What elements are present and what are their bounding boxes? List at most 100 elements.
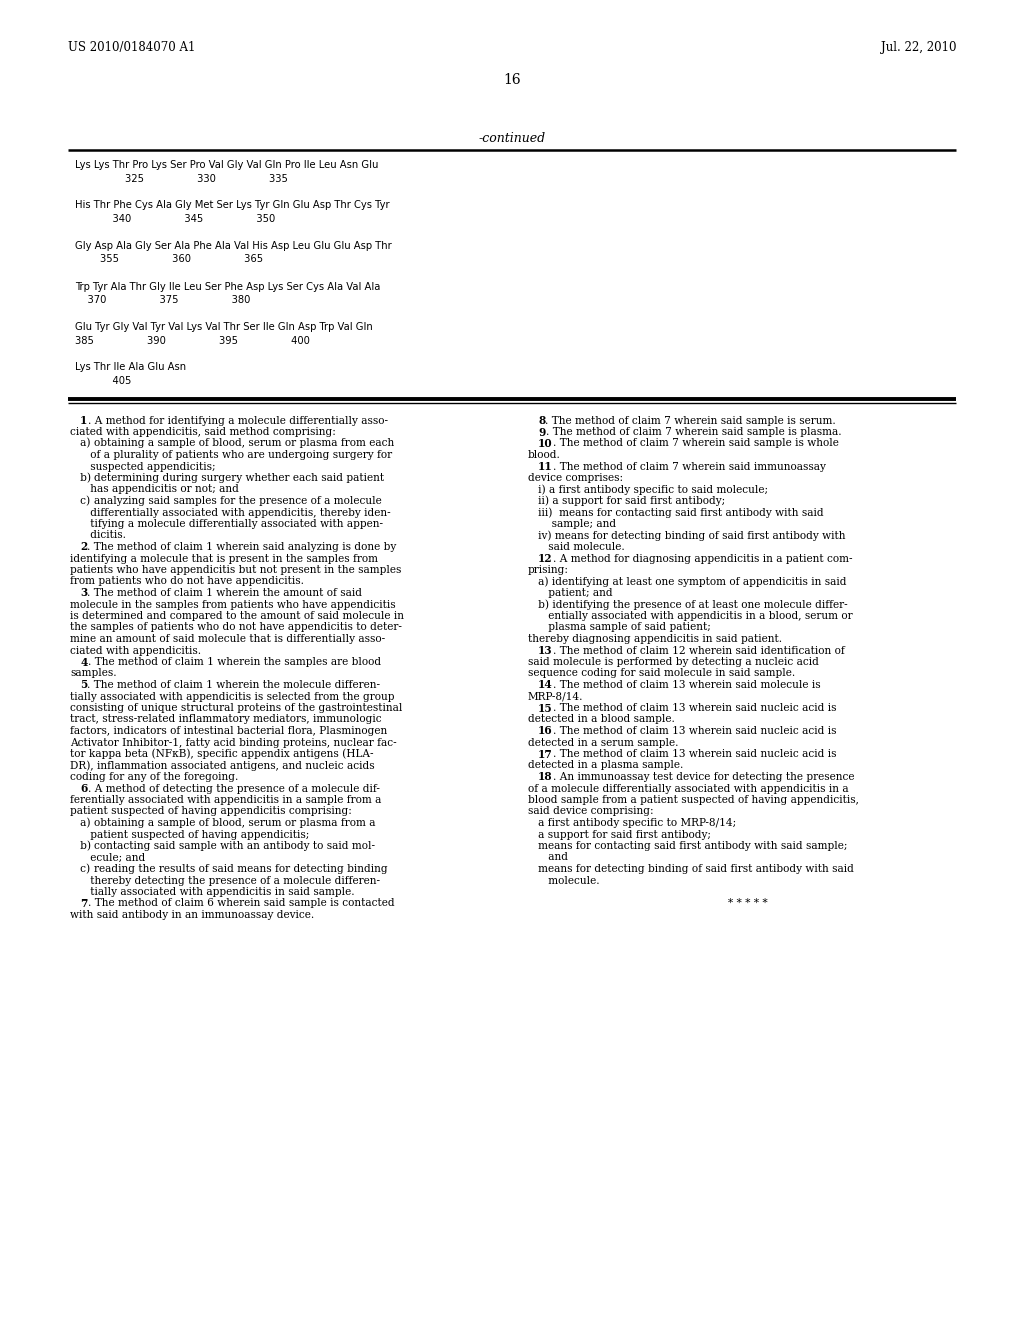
Text: obtaining a sample of blood, serum or plasma from each: obtaining a sample of blood, serum or pl… xyxy=(94,438,394,449)
Text: 5: 5 xyxy=(80,680,87,690)
Text: . A method of detecting the presence of a molecule dif-: . A method of detecting the presence of … xyxy=(87,784,379,793)
Text: 325                 330                 335: 325 330 335 xyxy=(75,173,288,183)
Text: . A method for diagnosing appendicitis in a patient com-: . A method for diagnosing appendicitis i… xyxy=(553,553,852,564)
Text: thereby diagnosing appendicitis in said patient.: thereby diagnosing appendicitis in said … xyxy=(528,634,782,644)
Text: means for detecting binding of said first antibody with said: means for detecting binding of said firs… xyxy=(528,865,854,874)
Text: mine an amount of said molecule that is differentially asso-: mine an amount of said molecule that is … xyxy=(70,634,385,644)
Text: from patients who do not have appendicitis.: from patients who do not have appendicit… xyxy=(70,577,304,586)
Text: -continued: -continued xyxy=(478,132,546,144)
Text: Lys Thr Ile Ala Glu Asn: Lys Thr Ile Ala Glu Asn xyxy=(75,363,186,372)
Text: tially associated with appendicitis is selected from the group: tially associated with appendicitis is s… xyxy=(70,692,394,701)
Text: a): a) xyxy=(70,438,94,449)
Text: 355                 360                 365: 355 360 365 xyxy=(75,255,263,264)
Text: device comprises:: device comprises: xyxy=(528,473,624,483)
Text: blood sample from a patient suspected of having appendicitis,: blood sample from a patient suspected of… xyxy=(528,795,859,805)
Text: detected in a serum sample.: detected in a serum sample. xyxy=(528,738,679,747)
Text: . The method of claim 1 wherein the amount of said: . The method of claim 1 wherein the amou… xyxy=(87,587,362,598)
Text: detected in a plasma sample.: detected in a plasma sample. xyxy=(528,760,683,771)
Text: is determined and compared to the amount of said molecule in: is determined and compared to the amount… xyxy=(70,611,404,620)
Text: . The method of claim 1 wherein the samples are blood: . The method of claim 1 wherein the samp… xyxy=(87,657,381,667)
Text: 4: 4 xyxy=(80,656,87,668)
Text: . The method of claim 1 wherein said analyzing is done by: . The method of claim 1 wherein said ana… xyxy=(87,543,396,552)
Text: sequence coding for said molecule in said sample.: sequence coding for said molecule in sai… xyxy=(528,668,796,678)
Text: determining during surgery whether each said patient: determining during surgery whether each … xyxy=(94,473,384,483)
Text: . The method of claim 7 wherein said sample is plasma.: . The method of claim 7 wherein said sam… xyxy=(546,426,841,437)
Text: a first antibody specific to MRP-8/14;: a first antibody specific to MRP-8/14; xyxy=(528,818,736,828)
Text: tially associated with appendicitis in said sample.: tially associated with appendicitis in s… xyxy=(70,887,354,898)
Text: 1: 1 xyxy=(80,414,87,426)
Text: patients who have appendicitis but not present in the samples: patients who have appendicitis but not p… xyxy=(70,565,401,576)
Text: tifying a molecule differentially associated with appen-: tifying a molecule differentially associ… xyxy=(70,519,383,529)
Text: said device comprising:: said device comprising: xyxy=(528,807,653,817)
Text: 370                 375                 380: 370 375 380 xyxy=(75,294,251,305)
Text: identifying a molecule that is present in the samples from: identifying a molecule that is present i… xyxy=(70,553,378,564)
Text: 16: 16 xyxy=(539,726,553,737)
Text: a): a) xyxy=(70,818,94,828)
Text: detected in a blood sample.: detected in a blood sample. xyxy=(528,714,675,725)
Text: obtaining a sample of blood, serum or plasma from a: obtaining a sample of blood, serum or pl… xyxy=(94,818,376,828)
Text: 10: 10 xyxy=(539,438,553,449)
Text: . A method for identifying a molecule differentially asso-: . A method for identifying a molecule di… xyxy=(87,416,387,425)
Text: thereby detecting the presence of a molecule differen-: thereby detecting the presence of a mole… xyxy=(70,875,380,886)
Text: ferentially associated with appendicitis in a sample from a: ferentially associated with appendicitis… xyxy=(70,795,381,805)
Text: b): b) xyxy=(70,841,94,851)
Text: 17: 17 xyxy=(539,748,553,759)
Text: . The method of claim 6 wherein said sample is contacted: . The method of claim 6 wherein said sam… xyxy=(87,899,394,908)
Text: iii)  means for contacting said first antibody with said: iii) means for contacting said first ant… xyxy=(528,507,823,517)
Text: * * * * *: * * * * * xyxy=(728,899,768,908)
Text: Gly Asp Ala Gly Ser Ala Phe Ala Val His Asp Leu Glu Glu Asp Thr: Gly Asp Ala Gly Ser Ala Phe Ala Val His … xyxy=(75,242,392,251)
Text: patient suspected of having appendicitis comprising:: patient suspected of having appendicitis… xyxy=(70,807,352,817)
Text: 7: 7 xyxy=(80,898,87,909)
Text: ciated with appendicitis, said method comprising:: ciated with appendicitis, said method co… xyxy=(70,426,336,437)
Text: blood.: blood. xyxy=(528,450,561,459)
Text: ecule; and: ecule; and xyxy=(70,853,145,862)
Text: . The method of claim 7 wherein said sample is whole: . The method of claim 7 wherein said sam… xyxy=(553,438,839,449)
Text: 3: 3 xyxy=(80,587,87,598)
Text: patient; and: patient; and xyxy=(528,587,612,598)
Text: Trp Tyr Ala Thr Gly Ile Leu Ser Phe Asp Lys Ser Cys Ala Val Ala: Trp Tyr Ala Thr Gly Ile Leu Ser Phe Asp … xyxy=(75,281,380,292)
Text: entially associated with appendicitis in a blood, serum or: entially associated with appendicitis in… xyxy=(528,611,853,620)
Text: contacting said sample with an antibody to said mol-: contacting said sample with an antibody … xyxy=(94,841,376,851)
Text: . The method of claim 12 wherein said identification of: . The method of claim 12 wherein said id… xyxy=(553,645,845,656)
Text: 16: 16 xyxy=(503,73,521,87)
Text: the samples of patients who do not have appendicitis to deter-: the samples of patients who do not have … xyxy=(70,623,401,632)
Text: patient suspected of having appendicitis;: patient suspected of having appendicitis… xyxy=(70,829,309,840)
Text: 8: 8 xyxy=(539,414,546,426)
Text: ii) a support for said first antibody;: ii) a support for said first antibody; xyxy=(528,496,725,507)
Text: 14: 14 xyxy=(539,680,553,690)
Text: said molecule.: said molecule. xyxy=(528,543,625,552)
Text: iv) means for detecting binding of said first antibody with: iv) means for detecting binding of said … xyxy=(528,531,846,541)
Text: molecule in the samples from patients who have appendicitis: molecule in the samples from patients wh… xyxy=(70,599,395,610)
Text: Glu Tyr Gly Val Tyr Val Lys Val Thr Ser Ile Gln Asp Trp Val Gln: Glu Tyr Gly Val Tyr Val Lys Val Thr Ser … xyxy=(75,322,373,333)
Text: . The method of claim 13 wherein said nucleic acid is: . The method of claim 13 wherein said nu… xyxy=(553,726,837,737)
Text: has appendicitis or not; and: has appendicitis or not; and xyxy=(70,484,239,495)
Text: 6: 6 xyxy=(80,783,87,795)
Text: analyzing said samples for the presence of a molecule: analyzing said samples for the presence … xyxy=(93,496,381,506)
Text: 9: 9 xyxy=(539,426,546,437)
Text: . An immunoassay test device for detecting the presence: . An immunoassay test device for detecti… xyxy=(553,772,854,781)
Text: and: and xyxy=(528,853,568,862)
Text: . The method of claim 13 wherein said nucleic acid is: . The method of claim 13 wherein said nu… xyxy=(553,748,837,759)
Text: . The method of claim 7 wherein said immunoassay: . The method of claim 7 wherein said imm… xyxy=(553,462,825,471)
Text: reading the results of said means for detecting binding: reading the results of said means for de… xyxy=(93,865,387,874)
Text: molecule.: molecule. xyxy=(528,875,600,886)
Text: b): b) xyxy=(70,473,94,483)
Text: prising:: prising: xyxy=(528,565,569,576)
Text: . The method of claim 1 wherein the molecule differen-: . The method of claim 1 wherein the mole… xyxy=(87,680,380,690)
Text: means for contacting said first antibody with said sample;: means for contacting said first antibody… xyxy=(528,841,848,851)
Text: 405: 405 xyxy=(75,376,131,385)
Text: 15: 15 xyxy=(539,702,553,714)
Text: b) identifying the presence of at least one molecule differ-: b) identifying the presence of at least … xyxy=(528,599,848,610)
Text: 13: 13 xyxy=(539,645,553,656)
Text: tor kappa beta (NFκB), specific appendix antigens (HLA-: tor kappa beta (NFκB), specific appendix… xyxy=(70,748,374,759)
Text: suspected appendicitis;: suspected appendicitis; xyxy=(70,462,215,471)
Text: i) a first antibody specific to said molecule;: i) a first antibody specific to said mol… xyxy=(528,484,768,495)
Text: Lys Lys Thr Pro Lys Ser Pro Val Gly Val Gln Pro Ile Leu Asn Glu: Lys Lys Thr Pro Lys Ser Pro Val Gly Val … xyxy=(75,160,379,170)
Text: with said antibody in an immunoassay device.: with said antibody in an immunoassay dev… xyxy=(70,909,314,920)
Text: . The method of claim 13 wherein said nucleic acid is: . The method of claim 13 wherein said nu… xyxy=(553,704,837,713)
Text: sample; and: sample; and xyxy=(528,519,616,529)
Text: a support for said first antibody;: a support for said first antibody; xyxy=(528,829,711,840)
Text: . The method of claim 7 wherein said sample is serum.: . The method of claim 7 wherein said sam… xyxy=(546,416,837,425)
Text: 385                 390                 395                 400: 385 390 395 400 xyxy=(75,335,310,346)
Text: consisting of unique structural proteins of the gastrointestinal: consisting of unique structural proteins… xyxy=(70,704,402,713)
